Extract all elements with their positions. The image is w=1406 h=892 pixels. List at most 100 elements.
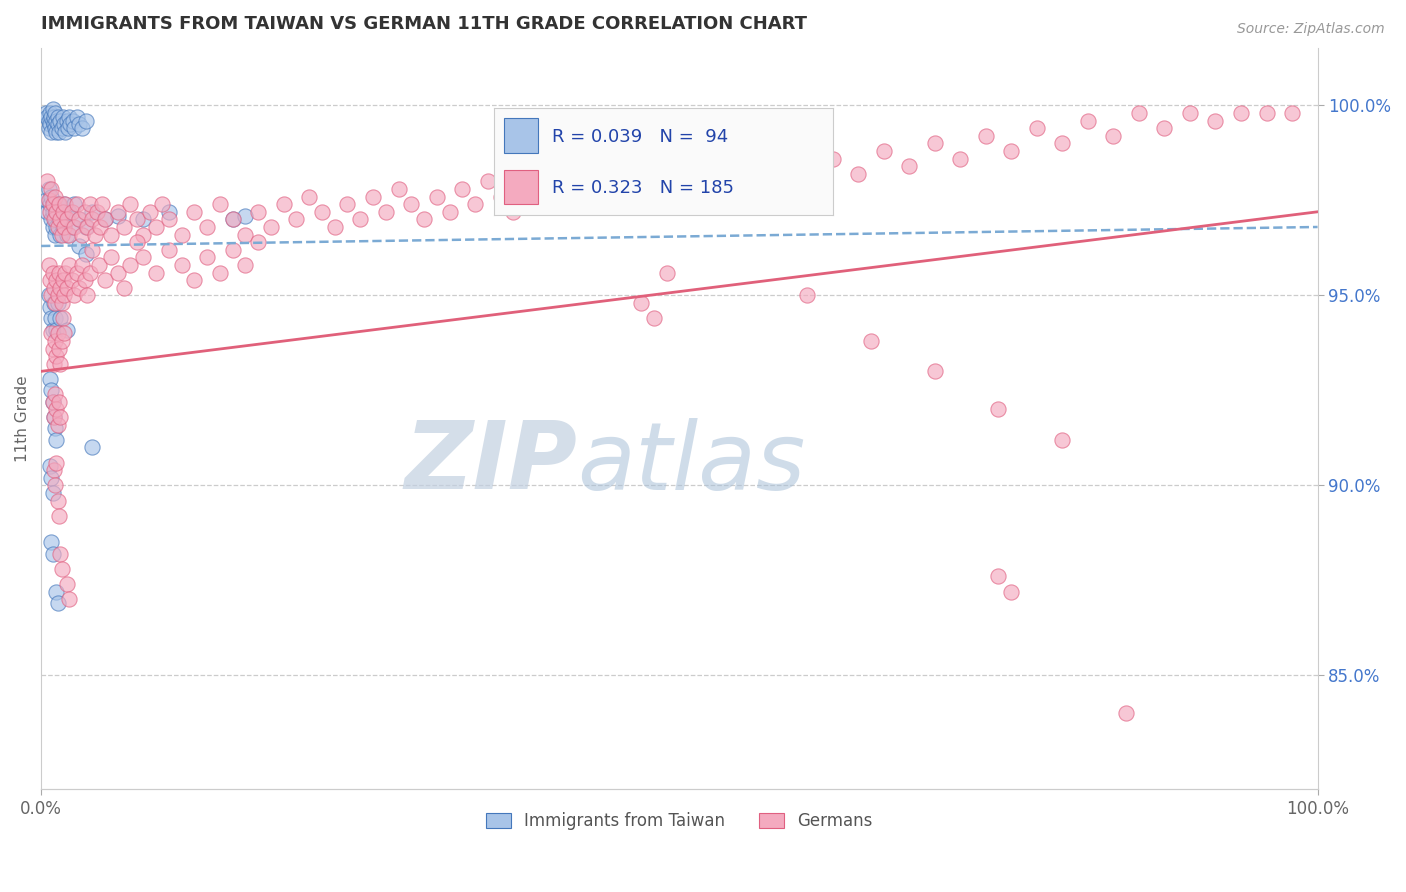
Text: ZIP: ZIP — [405, 417, 578, 509]
Point — [45, 584, 67, 599]
Point — [987, 402, 1010, 417]
Point — [39, 459, 62, 474]
Point — [132, 251, 155, 265]
Point — [41, 212, 63, 227]
Point — [987, 569, 1010, 583]
Point — [46, 219, 69, 234]
Point — [41, 342, 63, 356]
Point — [120, 197, 142, 211]
Point — [60, 219, 83, 234]
Point — [45, 322, 67, 336]
Point — [75, 246, 97, 260]
Point — [45, 204, 67, 219]
Point — [770, 159, 793, 173]
Point — [1000, 584, 1022, 599]
Point — [82, 204, 104, 219]
Point — [42, 197, 65, 211]
Point — [70, 227, 93, 242]
Point — [76, 219, 98, 234]
Point — [55, 212, 77, 227]
Point — [44, 421, 66, 435]
Point — [41, 189, 63, 203]
Point — [145, 219, 167, 234]
Point — [94, 212, 117, 227]
Point — [502, 204, 524, 219]
Point — [38, 182, 60, 196]
Point — [924, 364, 946, 378]
Text: atlas: atlas — [578, 417, 806, 508]
Point — [1281, 106, 1303, 120]
Point — [1230, 106, 1253, 120]
Point — [38, 121, 60, 136]
Point — [41, 547, 63, 561]
Legend: Immigrants from Taiwan, Germans: Immigrants from Taiwan, Germans — [479, 805, 879, 837]
Point — [195, 251, 218, 265]
Point — [157, 243, 180, 257]
Point — [49, 281, 72, 295]
Point — [41, 204, 63, 219]
Point — [48, 266, 70, 280]
Point — [41, 197, 63, 211]
Point — [35, 194, 58, 208]
Point — [1052, 433, 1074, 447]
Point — [401, 197, 423, 211]
Point — [46, 288, 69, 302]
Point — [63, 121, 86, 136]
Point — [39, 106, 62, 120]
Point — [58, 592, 80, 607]
Point — [821, 152, 844, 166]
Point — [49, 227, 72, 242]
Point — [55, 577, 77, 591]
Point — [349, 212, 371, 227]
Point — [183, 204, 205, 219]
Point — [974, 128, 997, 143]
Point — [66, 266, 89, 280]
Point — [208, 266, 231, 280]
Point — [52, 311, 75, 326]
Point — [51, 562, 73, 576]
Point — [59, 117, 82, 131]
Point — [515, 182, 537, 196]
Point — [42, 110, 65, 124]
Point — [39, 372, 62, 386]
Point — [45, 219, 67, 234]
Point — [39, 204, 62, 219]
Point — [183, 273, 205, 287]
Point — [53, 197, 76, 211]
Point — [76, 288, 98, 302]
Point — [361, 189, 384, 203]
Point — [44, 189, 66, 203]
Point — [58, 204, 80, 219]
Point — [58, 258, 80, 272]
Point — [38, 288, 60, 302]
Point — [45, 433, 67, 447]
Point — [53, 266, 76, 280]
Point — [1204, 113, 1226, 128]
Point — [125, 235, 148, 250]
Point — [1178, 106, 1201, 120]
Point — [87, 258, 110, 272]
Point — [41, 219, 63, 234]
Point — [51, 296, 73, 310]
Point — [1000, 144, 1022, 158]
Point — [46, 197, 69, 211]
Point — [39, 117, 62, 131]
Point — [107, 266, 129, 280]
Point — [221, 212, 243, 227]
Point — [38, 258, 60, 272]
Point — [41, 486, 63, 500]
Point — [53, 288, 76, 302]
Point — [48, 197, 70, 211]
Point — [58, 110, 80, 124]
Point — [42, 463, 65, 477]
Point — [157, 204, 180, 219]
Point — [138, 204, 160, 219]
Point — [44, 106, 66, 120]
Point — [1115, 706, 1137, 721]
Point — [44, 121, 66, 136]
Point — [37, 174, 59, 188]
Point — [53, 197, 76, 211]
Point — [45, 273, 67, 287]
Point — [260, 219, 283, 234]
Point — [285, 212, 308, 227]
